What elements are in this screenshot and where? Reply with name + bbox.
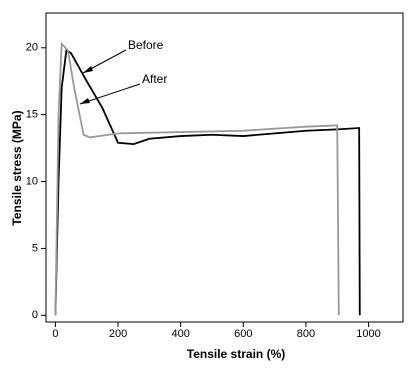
plot-frame [45,12,404,323]
y-tick-label: 0 [32,309,38,321]
arrow-head [80,98,90,104]
annotation-arrow [79,83,141,105]
series-line [54,49,361,316]
x-axis-title: Tensile strain (%) [187,347,285,361]
y-tick-label: 15 [26,109,38,121]
x-tick-label: 1000 [356,328,380,340]
arrow-head [83,66,93,73]
annotation: After [142,72,167,86]
x-tick-label: 200 [109,328,127,340]
y-axis-title: Tensile stress (MPa) [10,110,24,225]
x-tick-label: 800 [297,328,315,340]
y-tick-label: 20 [26,42,38,54]
x-tick-label: 0 [52,328,58,340]
y-tick-label: 10 [26,175,38,187]
x-tick-label: 400 [171,328,189,340]
series-line [54,41,340,316]
x-tick-label: 600 [234,328,252,340]
annotation: Before [128,38,164,52]
y-tick-label: 5 [32,242,38,254]
